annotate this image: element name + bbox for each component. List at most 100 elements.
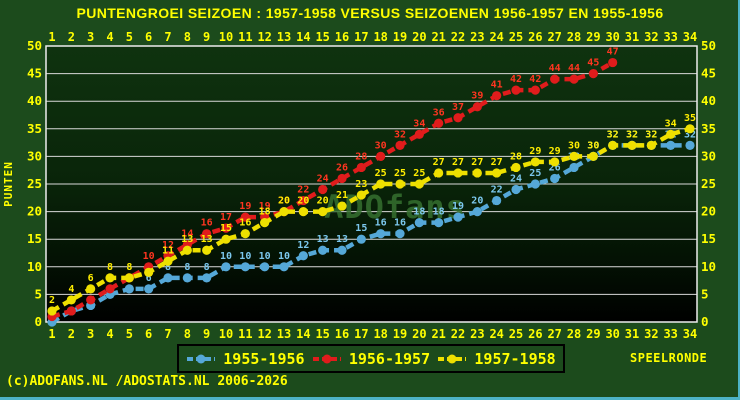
svg-text:7: 7: [164, 30, 171, 44]
svg-text:18: 18: [413, 207, 425, 218]
svg-text:20: 20: [701, 204, 716, 219]
legend-marker-1955-1956-icon: [187, 354, 216, 363]
svg-text:5: 5: [34, 286, 42, 301]
svg-text:32: 32: [645, 129, 657, 140]
svg-text:20: 20: [297, 196, 309, 207]
svg-text:0: 0: [701, 314, 709, 329]
svg-text:30: 30: [587, 140, 599, 151]
svg-text:11: 11: [162, 245, 174, 256]
svg-text:35: 35: [701, 121, 716, 136]
svg-text:21: 21: [431, 327, 445, 341]
svg-text:22: 22: [297, 185, 309, 196]
svg-text:13: 13: [317, 234, 329, 245]
window-border-bottom: [0, 397, 740, 400]
svg-text:22: 22: [451, 327, 465, 341]
svg-text:9: 9: [203, 30, 210, 44]
svg-text:8: 8: [165, 262, 171, 273]
svg-text:27: 27: [471, 157, 483, 168]
svg-text:16: 16: [335, 327, 349, 341]
svg-text:15: 15: [27, 231, 42, 246]
legend-item-1955-1956: 1955-1956: [186, 350, 305, 368]
svg-text:42: 42: [529, 74, 541, 85]
svg-text:8: 8: [184, 327, 191, 341]
svg-text:29: 29: [529, 146, 541, 157]
svg-text:30: 30: [701, 148, 716, 163]
svg-text:17: 17: [354, 30, 368, 44]
svg-text:12: 12: [257, 30, 271, 44]
svg-text:6: 6: [88, 273, 94, 284]
svg-text:10: 10: [220, 251, 232, 262]
svg-text:31: 31: [625, 30, 639, 44]
svg-text:3: 3: [87, 327, 94, 341]
svg-text:25: 25: [509, 327, 523, 341]
svg-text:17: 17: [220, 212, 232, 223]
svg-text:15: 15: [315, 327, 329, 341]
legend-marker-1957-1958-icon: [438, 354, 467, 363]
svg-text:17: 17: [354, 327, 368, 341]
svg-text:32: 32: [626, 129, 638, 140]
svg-text:33: 33: [663, 30, 677, 44]
svg-text:25: 25: [529, 168, 541, 179]
svg-text:32: 32: [684, 129, 696, 140]
svg-text:16: 16: [394, 218, 406, 229]
svg-text:3: 3: [87, 30, 94, 44]
svg-text:5: 5: [126, 327, 133, 341]
svg-text:30: 30: [568, 140, 580, 151]
y-axis-title: PUNTEN: [2, 161, 15, 207]
svg-text:20: 20: [278, 196, 290, 207]
svg-text:28: 28: [510, 151, 522, 162]
svg-text:34: 34: [683, 327, 697, 341]
svg-text:23: 23: [470, 327, 484, 341]
svg-text:4: 4: [68, 284, 74, 295]
svg-text:2: 2: [68, 327, 75, 341]
legend-item-label: 1957-1958: [474, 349, 556, 368]
svg-text:44: 44: [549, 63, 561, 74]
svg-text:13: 13: [201, 234, 213, 245]
svg-text:13: 13: [181, 234, 193, 245]
svg-text:14: 14: [181, 229, 193, 240]
svg-text:29: 29: [586, 30, 600, 44]
svg-text:7: 7: [164, 327, 171, 341]
svg-text:27: 27: [547, 30, 561, 44]
svg-text:33: 33: [663, 327, 677, 341]
svg-text:34: 34: [413, 118, 425, 129]
svg-text:45: 45: [27, 66, 42, 81]
svg-text:21: 21: [336, 190, 348, 201]
svg-text:45: 45: [587, 58, 599, 69]
svg-text:2: 2: [68, 30, 75, 44]
svg-text:28: 28: [355, 151, 367, 162]
svg-text:20: 20: [278, 196, 290, 207]
svg-text:13: 13: [277, 327, 291, 341]
svg-text:32: 32: [644, 30, 658, 44]
window-border-right: [738, 0, 740, 400]
svg-text:25: 25: [375, 168, 387, 179]
svg-text:24: 24: [489, 327, 503, 341]
legend-item-1956-1957: 1956-1957: [312, 350, 430, 368]
chart-title: PUNTENGROEI SEIZOEN : 1957-1958 VERSUS S…: [76, 5, 664, 21]
svg-text:10: 10: [27, 259, 42, 274]
svg-text:12: 12: [297, 240, 309, 251]
svg-text:10: 10: [259, 251, 271, 262]
svg-text:15: 15: [220, 223, 232, 234]
svg-text:25: 25: [413, 168, 425, 179]
svg-text:23: 23: [470, 30, 484, 44]
svg-text:22: 22: [491, 185, 503, 196]
svg-text:41: 41: [491, 80, 503, 91]
svg-text:25: 25: [701, 176, 716, 191]
svg-text:37: 37: [452, 102, 464, 113]
svg-text:19: 19: [393, 30, 407, 44]
svg-text:40: 40: [27, 93, 42, 108]
svg-text:24: 24: [317, 174, 329, 185]
svg-text:10: 10: [701, 259, 716, 274]
svg-text:15: 15: [355, 223, 367, 234]
svg-text:27: 27: [452, 157, 464, 168]
svg-text:19: 19: [239, 201, 251, 212]
svg-text:30: 30: [587, 140, 599, 151]
svg-text:28: 28: [567, 30, 581, 44]
svg-text:1: 1: [48, 327, 55, 341]
svg-text:19: 19: [259, 201, 271, 212]
svg-text:20: 20: [27, 204, 42, 219]
svg-text:5: 5: [126, 30, 133, 44]
svg-text:25: 25: [394, 168, 406, 179]
